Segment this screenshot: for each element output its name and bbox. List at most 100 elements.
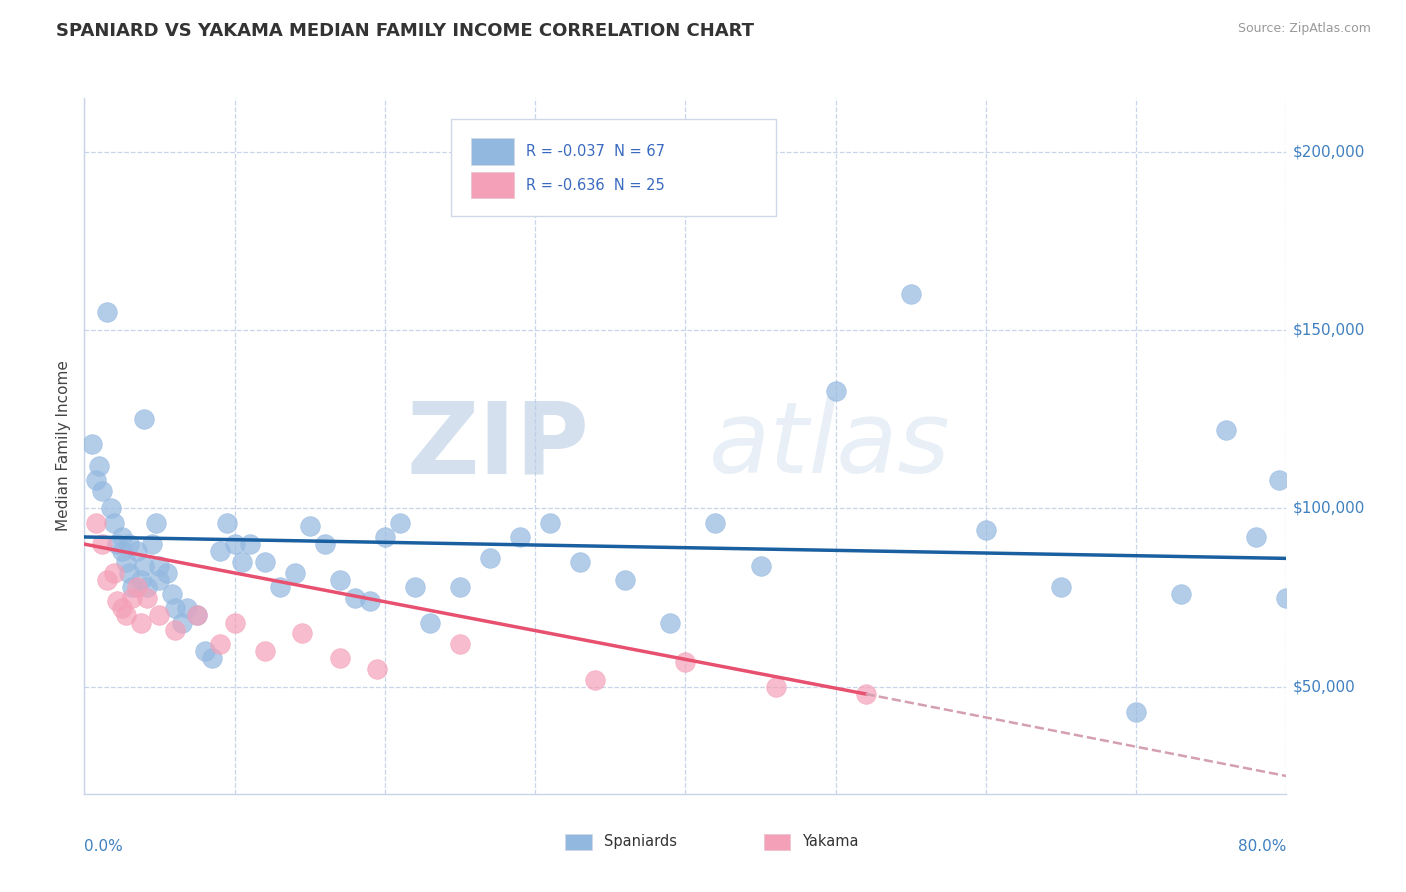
Point	[359, 594, 381, 608]
Point	[1268, 473, 1291, 487]
Point	[80, 437, 103, 451]
FancyBboxPatch shape	[565, 834, 592, 849]
Text: Spaniards: Spaniards	[603, 834, 676, 849]
Point	[291, 626, 314, 640]
Point	[509, 530, 531, 544]
FancyBboxPatch shape	[763, 834, 790, 849]
Point	[91, 537, 114, 551]
Point	[115, 555, 138, 569]
Point	[374, 530, 396, 544]
Point	[134, 558, 156, 573]
Point	[569, 555, 592, 569]
Point	[404, 580, 426, 594]
Point	[1246, 530, 1268, 544]
Point	[239, 537, 262, 551]
Point	[231, 555, 253, 569]
Point	[160, 587, 183, 601]
Text: SPANIARD VS YAKAMA MEDIAN FAMILY INCOME CORRELATION CHART: SPANIARD VS YAKAMA MEDIAN FAMILY INCOME …	[56, 22, 754, 40]
Point	[121, 591, 143, 605]
Point	[103, 516, 125, 530]
Point	[329, 651, 352, 665]
Point	[148, 608, 170, 623]
Point	[217, 516, 239, 530]
Point	[86, 516, 108, 530]
Point	[170, 615, 193, 630]
Point	[479, 551, 502, 566]
Point	[253, 644, 276, 658]
Text: $50,000: $50,000	[1292, 680, 1355, 694]
Point	[329, 573, 352, 587]
Point	[125, 544, 148, 558]
FancyBboxPatch shape	[451, 119, 776, 217]
Text: $200,000: $200,000	[1292, 145, 1365, 159]
Point	[419, 615, 441, 630]
Text: $150,000: $150,000	[1292, 323, 1365, 337]
Point	[366, 662, 388, 676]
Point	[148, 573, 170, 587]
Text: Yakama: Yakama	[801, 834, 859, 849]
Point	[1215, 423, 1237, 437]
Point	[659, 615, 682, 630]
FancyBboxPatch shape	[471, 172, 513, 198]
Point	[131, 615, 153, 630]
Point	[208, 637, 231, 651]
Point	[224, 537, 246, 551]
Point	[141, 537, 163, 551]
Point	[163, 601, 186, 615]
Point	[1125, 705, 1147, 719]
Point	[118, 537, 141, 551]
Point	[107, 537, 129, 551]
Point	[314, 537, 336, 551]
Point	[749, 558, 772, 573]
Text: R = -0.636  N = 25: R = -0.636 N = 25	[526, 178, 664, 193]
Point	[298, 519, 321, 533]
Point	[855, 687, 877, 701]
Point	[107, 594, 129, 608]
Point	[449, 637, 471, 651]
Point	[111, 601, 134, 615]
Point	[201, 651, 224, 665]
Point	[253, 555, 276, 569]
Y-axis label: Median Family Income: Median Family Income	[56, 360, 72, 532]
Point	[194, 644, 217, 658]
Point	[765, 680, 787, 694]
Text: 0.0%: 0.0%	[84, 839, 124, 855]
Point	[125, 580, 148, 594]
FancyBboxPatch shape	[471, 138, 513, 165]
Point	[388, 516, 411, 530]
Point	[118, 566, 141, 580]
Point	[1275, 591, 1298, 605]
Point	[89, 458, 111, 473]
Point	[145, 516, 167, 530]
Point	[96, 305, 118, 319]
Point	[134, 412, 156, 426]
Point	[176, 601, 198, 615]
Point	[111, 544, 134, 558]
Text: ZIP: ZIP	[406, 398, 589, 494]
Text: atlas: atlas	[709, 398, 950, 494]
Point	[156, 566, 179, 580]
Point	[91, 483, 114, 498]
Point	[208, 544, 231, 558]
Point	[100, 501, 122, 516]
Point	[103, 566, 125, 580]
Point	[96, 573, 118, 587]
Point	[269, 580, 291, 594]
Point	[343, 591, 366, 605]
Point	[704, 516, 727, 530]
Point	[1050, 580, 1073, 594]
Point	[583, 673, 606, 687]
Point	[186, 608, 208, 623]
Point	[538, 516, 561, 530]
Text: Source: ZipAtlas.com: Source: ZipAtlas.com	[1237, 22, 1371, 36]
Point	[163, 623, 186, 637]
Point	[224, 615, 246, 630]
Point	[115, 608, 138, 623]
Point	[1170, 587, 1192, 601]
Point	[900, 287, 922, 301]
Point	[148, 558, 170, 573]
Point	[824, 384, 846, 398]
Point	[449, 580, 471, 594]
Point	[121, 580, 143, 594]
Point	[974, 523, 997, 537]
